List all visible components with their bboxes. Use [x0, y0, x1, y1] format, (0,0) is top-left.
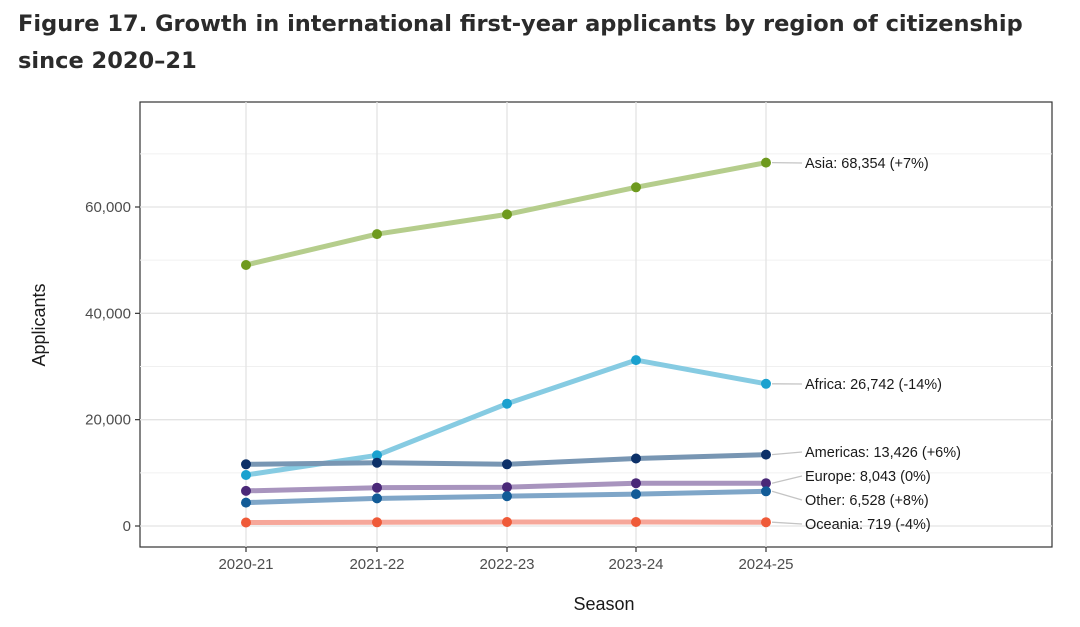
end-labels: Asia: 68,354 (+7%) Africa: 26,742 (-14%) A…	[771, 156, 961, 533]
y-axis-ticks: 0 20,000 40,000 60,000	[85, 199, 140, 535]
data-point-asia-4	[761, 157, 771, 168]
data-point-americas-1	[372, 457, 382, 468]
data-point-asia-2	[502, 209, 512, 220]
data-point-europe-1	[372, 482, 382, 493]
leader-line-oceania	[771, 521, 803, 525]
y-tick-label: 60,000	[85, 199, 131, 216]
series-americas	[241, 449, 771, 470]
data-point-asia-1	[372, 229, 382, 240]
data-point-africa-0	[241, 470, 251, 480]
x-axis-ticks: 2020-21 2021-22 2022-23 2023-24 2024-25	[218, 547, 794, 573]
series-oceania	[241, 517, 771, 528]
data-point-europe-3	[631, 478, 641, 489]
end-label-europe: Europe: 8,043 (0%)	[805, 469, 931, 485]
x-tick-label: 2024-25	[738, 556, 793, 573]
data-point-oceania-1	[372, 517, 382, 528]
data-point-africa-4	[761, 378, 771, 389]
end-label-other: Other: 6,528 (+8%)	[805, 493, 929, 509]
y-tick-label: 20,000	[85, 412, 131, 429]
data-point-americas-4	[761, 449, 771, 460]
leader-line-americas	[771, 451, 803, 456]
x-axis-title: Season	[573, 594, 634, 614]
grid-layer	[140, 102, 1052, 547]
data-point-oceania-4	[761, 517, 771, 528]
series-asia	[241, 157, 771, 270]
data-point-oceania-2	[502, 517, 512, 527]
x-tick-label: 2022-23	[479, 556, 534, 573]
end-label-oceania: Oceania: 719 (-4%)	[805, 517, 931, 533]
data-point-asia-0	[241, 260, 251, 270]
end-label-africa: Africa: 26,742 (-14%)	[805, 377, 942, 393]
end-label-americas: Americas: 13,426 (+6%)	[805, 445, 961, 461]
data-point-americas-0	[241, 459, 251, 470]
end-label-asia: Asia: 68,354 (+7%)	[805, 156, 929, 172]
y-tick-label: 40,000	[85, 305, 131, 322]
data-point-oceania-3	[631, 517, 641, 527]
data-point-europe-2	[502, 482, 512, 493]
series-layer	[241, 157, 771, 528]
x-tick-label: 2021-22	[349, 556, 404, 573]
leader-line-other	[771, 490, 803, 501]
y-tick-label: 0	[123, 518, 131, 535]
data-point-europe-4	[761, 478, 771, 489]
data-point-other-0	[241, 497, 251, 508]
series-other	[241, 486, 771, 508]
y-axis-title: Applicants	[29, 283, 49, 366]
data-point-other-1	[372, 493, 382, 504]
data-point-europe-0	[241, 485, 251, 496]
data-point-americas-3	[631, 453, 641, 464]
figure-title: Figure 17. Growth in international first…	[18, 11, 1023, 74]
data-point-americas-2	[502, 459, 512, 470]
leader-line-europe	[771, 475, 803, 484]
data-point-africa-1	[372, 450, 382, 461]
data-point-other-2	[502, 491, 512, 502]
data-point-oceania-0	[241, 517, 251, 528]
series-europe	[241, 478, 771, 496]
x-tick-label: 2023-24	[608, 556, 663, 573]
data-point-other-4	[761, 486, 771, 497]
data-point-other-3	[631, 489, 641, 500]
data-point-asia-3	[631, 182, 641, 193]
x-tick-label: 2020-21	[218, 556, 273, 573]
data-point-africa-2	[502, 398, 512, 409]
data-point-africa-3	[631, 355, 641, 366]
